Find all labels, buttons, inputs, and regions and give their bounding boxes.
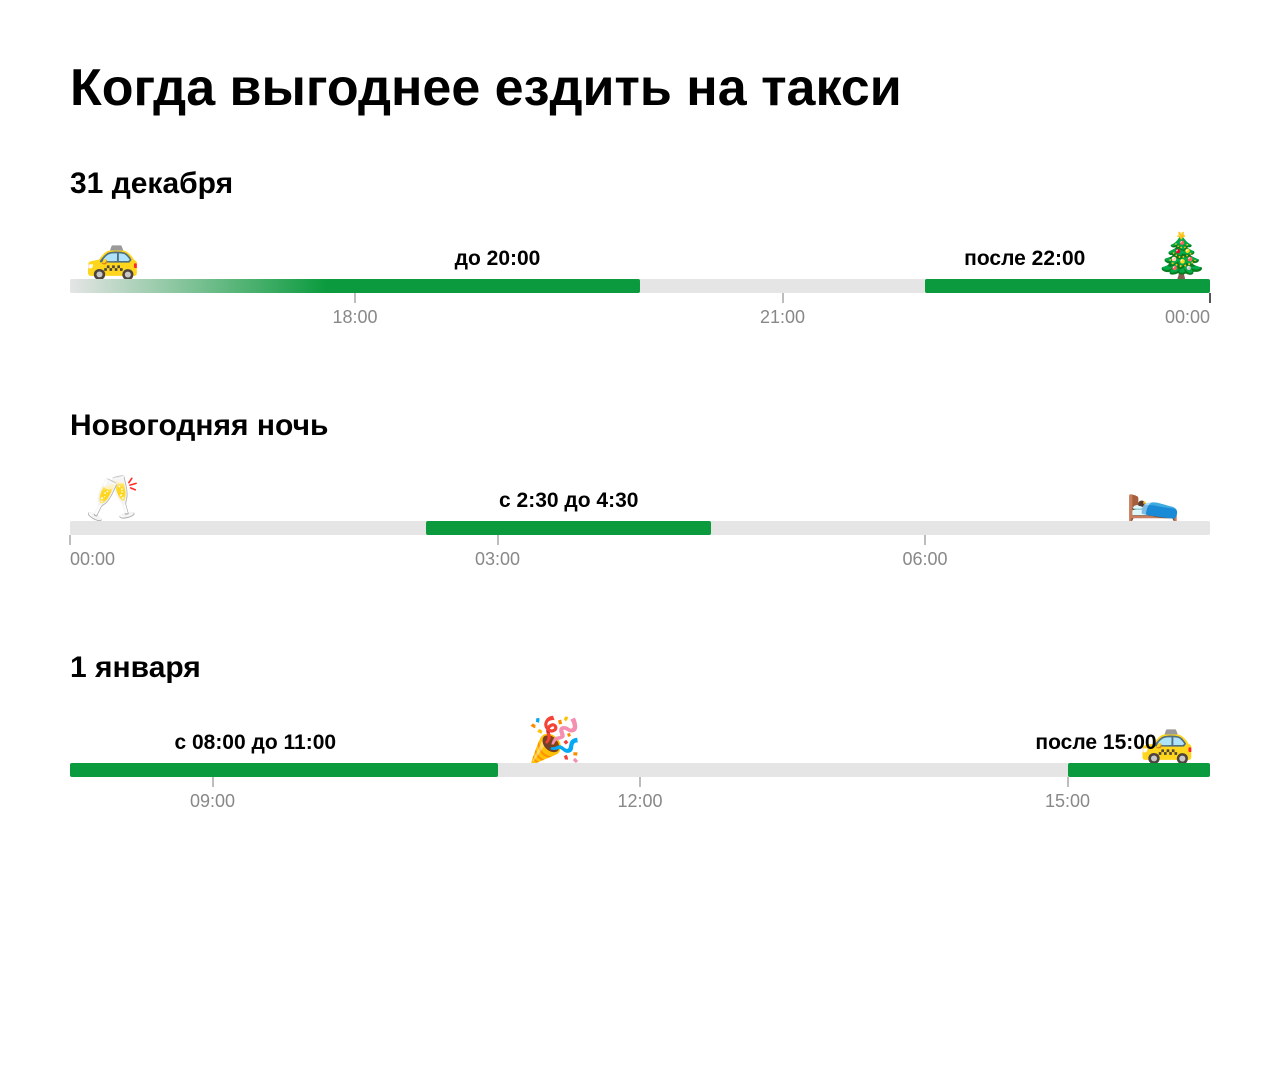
- tick-mark: [639, 777, 641, 787]
- timeline-block: 1 января🎉🚕с 08:00 до 11:00после 15:0009:…: [70, 651, 1210, 813]
- party-popper-icon: 🎉: [527, 719, 582, 763]
- icon-row: 🥂🛌: [70, 461, 1210, 521]
- page-title: Когда выгоднее ездить на такси: [70, 60, 1210, 117]
- segment-label: с 08:00 до 11:00: [174, 731, 336, 755]
- timeline-block: Новогодняя ночь🥂🛌с 2:30 до 4:3000:0003:0…: [70, 409, 1210, 571]
- bar-segment: [925, 279, 1210, 293]
- timeline-area: 🎉🚕с 08:00 до 11:00после 15:0009:0012:001…: [70, 703, 1210, 813]
- tick-mark: [782, 293, 784, 303]
- segment-label: после 15:00: [1035, 731, 1156, 755]
- tick-mark: [497, 535, 499, 545]
- tick-label: 09:00: [190, 791, 235, 812]
- tick-label: 21:00: [760, 307, 805, 328]
- bar-segment: [70, 279, 640, 293]
- timeline-block: 31 декабря🚕🎄до 20:00после 22:0018:0021:0…: [70, 167, 1210, 329]
- tick-label: 15:00: [1045, 791, 1090, 812]
- bed-icon: 🛌: [1126, 477, 1181, 521]
- timeline-heading: 1 января: [70, 651, 1210, 685]
- tick-mark: [1209, 293, 1211, 303]
- timeline-area: 🚕🎄до 20:00после 22:0018:0021:0000:00: [70, 219, 1210, 329]
- bar-segment: [426, 521, 711, 535]
- segment-label: с 2:30 до 4:30: [499, 489, 638, 513]
- tick-label: 03:00: [475, 549, 520, 570]
- timelines-container: 31 декабря🚕🎄до 20:00после 22:0018:0021:0…: [70, 167, 1210, 813]
- taxi-icon: 🚕: [85, 235, 140, 279]
- tick-mark: [1067, 777, 1069, 787]
- bar-segment: [70, 763, 498, 777]
- tick-mark: [212, 777, 214, 787]
- timeline-heading: 31 декабря: [70, 167, 1210, 201]
- timeline-area: 🥂🛌с 2:30 до 4:3000:0003:0006:00: [70, 461, 1210, 571]
- bar-track: с 08:00 до 11:00после 15:00: [70, 763, 1210, 777]
- tick-label: 06:00: [902, 549, 947, 570]
- tick-label: 00:00: [1165, 307, 1210, 328]
- christmas-tree-icon: 🎄: [1154, 235, 1209, 279]
- tick-mark: [924, 535, 926, 545]
- tick-mark: [354, 293, 356, 303]
- segment-label: после 22:00: [964, 247, 1085, 271]
- bar-track: до 20:00после 22:00: [70, 279, 1210, 293]
- tick-mark: [69, 535, 71, 545]
- timeline-heading: Новогодняя ночь: [70, 409, 1210, 443]
- tick-label: 00:00: [70, 549, 115, 570]
- segment-label: до 20:00: [455, 247, 541, 271]
- clinking-glasses-icon: 🥂: [85, 477, 140, 521]
- bar-segment: [1068, 763, 1211, 777]
- tick-label: 12:00: [617, 791, 662, 812]
- tick-label: 18:00: [332, 307, 377, 328]
- bar-track: с 2:30 до 4:30: [70, 521, 1210, 535]
